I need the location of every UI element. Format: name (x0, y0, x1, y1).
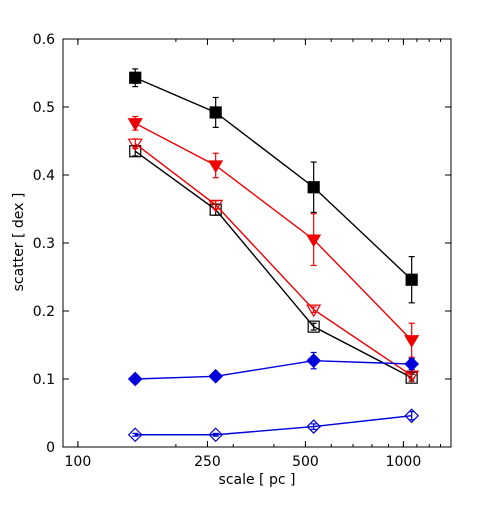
series-2 (127, 115, 420, 358)
series-1 (129, 145, 418, 384)
y-tick-label: 0.2 (33, 304, 55, 320)
marker-square (307, 320, 320, 333)
series-5 (127, 408, 420, 443)
y-axis-label: scatter [ dex ] (11, 193, 27, 292)
marker-diamond (404, 356, 420, 372)
series-line (135, 359, 412, 380)
series-line (134, 122, 413, 341)
marker-diamond (404, 408, 420, 424)
marker-diamond (127, 371, 143, 387)
marker-square (405, 273, 418, 286)
marker-square (129, 71, 142, 84)
x-tick-label: 500 (292, 454, 319, 470)
x-tick-label: 1000 (386, 454, 422, 470)
marker-triangle-down (127, 138, 143, 152)
y-tick-label: 0.4 (33, 168, 55, 184)
series-3 (127, 138, 420, 384)
marker-square (307, 181, 320, 194)
marker-triangle-down (208, 199, 224, 213)
y-tick-label: 0 (46, 440, 55, 456)
marker-triangle-down (306, 234, 322, 248)
y-tick-label: 0.6 (33, 32, 55, 48)
series-line (134, 150, 412, 379)
y-tick-label: 0.1 (33, 372, 55, 388)
series-line (134, 77, 413, 281)
axes: 0 0.1 0.2 0.3 0.4 0.5 0.6 100 250 500 1000 (33, 32, 452, 470)
series-4 (127, 351, 420, 387)
x-axis-label: scale [ pc ] (219, 472, 296, 488)
series-layer (127, 68, 420, 443)
marker-triangle-down (404, 335, 420, 348)
marker-diamond (208, 368, 224, 384)
x-tick-label: 100 (65, 454, 92, 470)
marker-triangle-down (306, 304, 322, 318)
marker-square (209, 106, 222, 119)
marker-diamond (306, 419, 322, 434)
marker-diamond (208, 427, 224, 443)
series-0 (129, 68, 418, 304)
x-tick-label: 250 (194, 454, 221, 470)
marker-triangle-down (127, 118, 143, 132)
marker-triangle-down (208, 160, 224, 174)
y-tick-label: 0.3 (33, 236, 55, 252)
y-tick-label: 0.5 (33, 100, 55, 116)
marker-diamond (127, 427, 143, 443)
series-line (135, 415, 412, 436)
plot-frame (62, 38, 452, 448)
series-line (134, 143, 413, 377)
marker-diamond (306, 353, 322, 368)
